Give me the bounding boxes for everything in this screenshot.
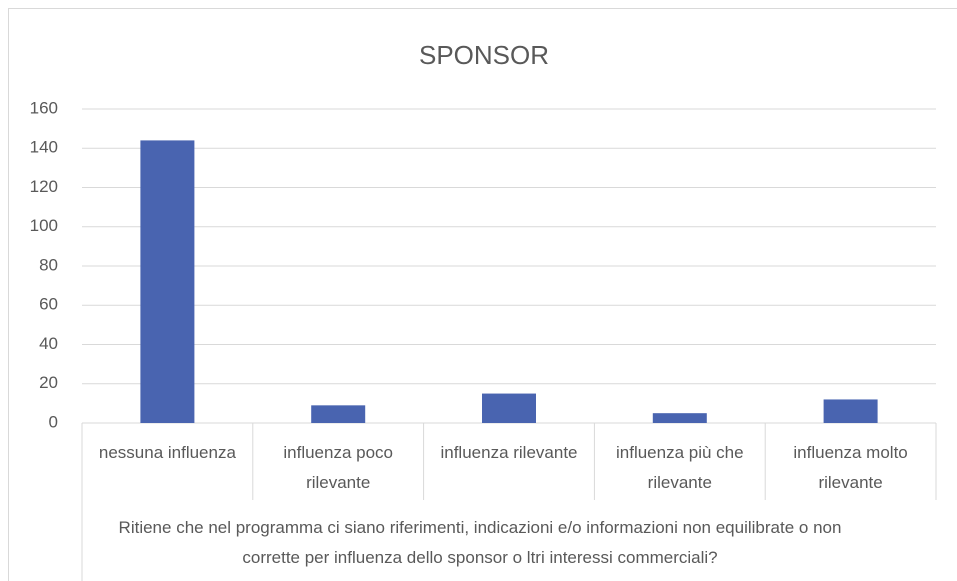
bar — [311, 405, 366, 423]
y-tick-label: 40 — [39, 334, 58, 353]
chart-border — [8, 8, 957, 581]
y-tick-label: 120 — [30, 177, 58, 196]
y-tick-label: 100 — [30, 216, 58, 235]
bar — [482, 393, 536, 423]
bar — [823, 399, 878, 423]
x-tick-label: influenza più che rilevante — [615, 443, 744, 492]
x-tick-label: influenza rilevante — [440, 443, 578, 462]
x-tick-label: influenza poco rilevante — [283, 443, 394, 492]
y-tick-label: 60 — [39, 295, 58, 314]
y-tick-label: 80 — [39, 255, 58, 274]
bar — [140, 140, 195, 423]
x-tick-label: influenza molto rilevante — [793, 443, 908, 492]
chart-title: SPONSOR — [419, 40, 549, 70]
x-axis-title: Ritiene che nel programma ci siano rifer… — [118, 518, 842, 567]
x-tick-label: nessuna influenza — [98, 443, 236, 462]
y-tick-label: 140 — [30, 138, 58, 157]
y-tick-label: 160 — [30, 98, 58, 117]
bar — [652, 413, 707, 423]
y-tick-label: 0 — [49, 412, 58, 431]
y-tick-label: 20 — [39, 373, 58, 392]
